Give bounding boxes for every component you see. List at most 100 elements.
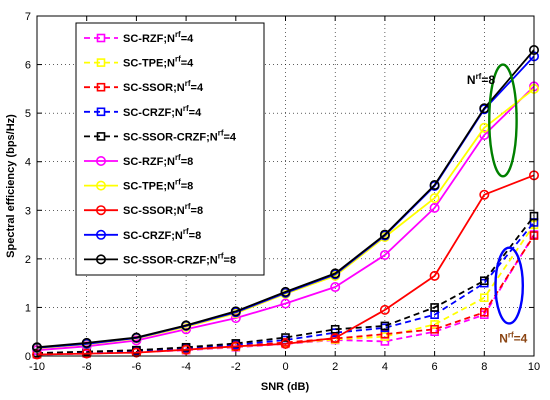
series-line — [36, 85, 535, 352]
data-point — [430, 303, 439, 312]
legend-label-superscript: rf — [175, 153, 181, 162]
legend-label: SC-RZF;Nrf=4 — [123, 30, 194, 45]
x-tick-label: 0 — [282, 361, 288, 373]
legend-swatch-marker — [96, 132, 106, 141]
plot-frame — [36, 15, 535, 357]
data-point — [81, 348, 92, 359]
data-point — [429, 180, 440, 191]
legend-label: SC-TPE;Nrf=4 — [123, 55, 194, 70]
legend: SC-RZF;Nrf=4SC-TPE;Nrf=4SC-SSOR;Nrf=4SC-… — [75, 22, 265, 276]
y-tick-label: 1 — [25, 302, 31, 314]
legend-label-main: SC-RZF;N — [123, 33, 175, 45]
legend-label: SC-SSOR-CRZF;Nrf=4 — [123, 128, 237, 143]
annotation-tail: =8 — [481, 73, 495, 87]
annotation-superscript: rf — [476, 72, 482, 81]
series-line — [36, 215, 535, 354]
legend-label: SC-CRZF;Nrf=8 — [123, 227, 201, 242]
data-point — [429, 193, 440, 204]
data-point — [430, 320, 439, 329]
data-point — [181, 344, 192, 355]
legend-label-tail: =4 — [181, 33, 194, 45]
legend-label-tail: =8 — [189, 230, 202, 242]
x-tick-label: -4 — [181, 361, 191, 373]
annotation-label: Nrf=4 — [499, 330, 527, 345]
legend-swatch-marker — [96, 205, 107, 216]
legend-swatch-marker — [96, 58, 106, 67]
legend-label-main: SC-SSOR;N — [123, 82, 185, 94]
legend-label-main: SC-SSOR;N — [123, 205, 185, 217]
y-tick-label: 4 — [25, 157, 31, 169]
legend-label: SC-CRZF;Nrf=4 — [123, 104, 202, 119]
legend-label-tail: =8 — [181, 181, 194, 193]
legend-label-main: SC-CRZF;N — [123, 230, 183, 242]
x-tick-label: 10 — [528, 361, 540, 373]
data-point — [131, 332, 142, 343]
legend-entry: SC-RZF;Nrf=4 — [84, 30, 194, 45]
legend-label-superscript: rf — [175, 178, 181, 187]
legend-entry: SC-SSOR;Nrf=4 — [84, 79, 204, 94]
data-point — [479, 293, 489, 303]
data-point — [230, 306, 241, 317]
legend-swatch-marker — [96, 33, 106, 43]
x-tick-label: -8 — [82, 361, 92, 373]
data-point — [330, 268, 341, 279]
data-point — [479, 276, 489, 286]
legend-entry: SC-SSOR-CRZF;Nrf=4 — [84, 128, 237, 143]
legend-label-main: SC-SSOR-CRZF;N — [123, 131, 218, 143]
y-tick-label: 7 — [25, 11, 31, 23]
axis-ticks: -10 -8 -6 -4 -2 0 2 4 6 8 10 0 1 2 3 4 5 6 7 — [25, 11, 540, 373]
y-tick-label: 6 — [25, 60, 31, 72]
legend-label: SC-TPE;Nrf=8 — [123, 178, 193, 193]
data-point — [379, 249, 390, 260]
y-tick-label: 3 — [25, 205, 31, 217]
legend-label-main: SC-TPE;N — [123, 181, 175, 193]
x-tick-label: 2 — [332, 361, 338, 373]
legend-label-tail: =4 — [189, 107, 202, 119]
data-point — [429, 202, 440, 213]
ellipse-layer — [488, 63, 525, 325]
data-point — [330, 324, 340, 334]
annotation-superscript: rf — [508, 330, 514, 339]
legend-label-superscript: rf — [185, 79, 191, 88]
data-point — [131, 347, 142, 358]
data-point — [379, 304, 390, 315]
legend-entry: SC-SSOR;Nrf=8 — [84, 202, 203, 217]
legend-swatch-marker — [96, 229, 107, 240]
x-axis-label: SNR (dB) — [261, 381, 310, 393]
x-tick-label: 6 — [432, 361, 438, 373]
data-point — [379, 229, 390, 240]
data-point — [429, 270, 440, 281]
legend-swatch-marker — [96, 180, 107, 191]
legend-box — [75, 22, 265, 276]
highlight-ellipse — [488, 63, 518, 178]
data-point — [280, 298, 291, 309]
data-point — [430, 324, 439, 334]
legend-label-tail: =4 — [224, 131, 237, 143]
legend-entry: SC-TPE;Nrf=4 — [84, 55, 194, 70]
data-point — [281, 333, 290, 342]
series-line — [36, 174, 535, 356]
legend-label-superscript: rf — [218, 251, 224, 260]
legend-label-superscript: rf — [175, 55, 181, 64]
data-point — [330, 333, 341, 344]
legend-swatch-marker — [96, 254, 107, 265]
legend-swatch-marker — [96, 156, 107, 167]
data-point — [81, 337, 92, 348]
legend-label-tail: =8 — [191, 205, 204, 217]
data-point — [330, 282, 341, 293]
legend-label-tail: =8 — [181, 156, 194, 168]
data-point — [230, 341, 241, 352]
data-point — [479, 189, 490, 200]
legend-label: SC-RZF;Nrf=8 — [123, 153, 193, 168]
annotation-label: Nrf=8 — [467, 72, 495, 87]
y-axis-label: Spectral efficiency (bps/Hz) — [5, 114, 17, 258]
data-point — [181, 320, 192, 331]
data-point — [479, 307, 489, 317]
annotation-main: N — [499, 331, 508, 345]
series-line — [36, 49, 535, 349]
highlight-ellipse — [494, 246, 525, 325]
legend-label-superscript: rf — [183, 227, 189, 236]
data-point — [280, 338, 291, 349]
